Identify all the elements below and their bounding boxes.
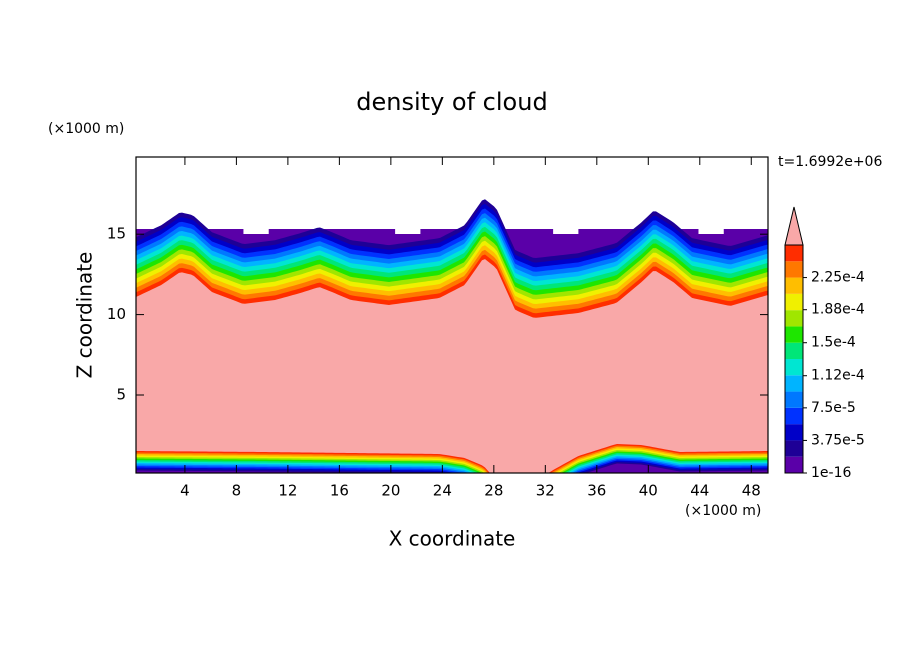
- y-tick-label: 15: [107, 225, 126, 243]
- chart-title: density of cloud: [356, 88, 547, 116]
- contour-gap: [243, 229, 269, 234]
- contour-gap: [553, 229, 579, 234]
- x-tick-label: 4: [180, 482, 190, 500]
- colorbar-tick-label: 1.5e-4: [811, 335, 856, 351]
- colorbar-tick-label: 1.12e-4: [811, 368, 865, 384]
- colorbar-frame: [784, 244, 804, 474]
- x-unit: (×1000 m): [685, 503, 761, 519]
- colorbar-box: [785, 440, 803, 457]
- contour-gap: [698, 229, 724, 234]
- contour-field: [136, 199, 768, 473]
- colorbar-box: [785, 310, 803, 327]
- y-axis-title: Z coordinate: [73, 252, 97, 379]
- x-tick-label: 44: [690, 482, 709, 500]
- y-unit: (×1000 m): [48, 121, 124, 137]
- x-tick-label: 24: [433, 482, 452, 500]
- contour-gap: [395, 229, 421, 234]
- colorbar-box: [785, 277, 803, 294]
- colorbar-over: [784, 206, 804, 246]
- colorbar-tick-label: 1e-16: [811, 465, 851, 481]
- colorbar-box: [785, 407, 803, 425]
- colorbar-tick-label: 7.5e-5: [811, 400, 856, 416]
- colorbar-box: [785, 326, 803, 343]
- x-tick-label: 16: [330, 482, 349, 500]
- colorbar-box: [785, 245, 803, 262]
- colorbar-tick-label: 3.75e-5: [811, 432, 865, 448]
- y-tick-label: 10: [107, 305, 126, 323]
- colorbar-tick-label: 1.88e-4: [811, 302, 865, 318]
- x-axis-title: X coordinate: [389, 527, 516, 551]
- x-tick-label: 36: [587, 482, 606, 500]
- colorbar-tick-label: 2.25e-4: [811, 270, 865, 286]
- x-tick-label: 28: [484, 482, 503, 500]
- colorbar-box: [785, 261, 803, 278]
- colorbar-box: [785, 375, 803, 392]
- x-tick-label: 48: [742, 482, 761, 500]
- colorbar-box: [785, 391, 803, 408]
- x-tick-label: 20: [381, 482, 400, 500]
- contour-band: [136, 259, 768, 473]
- x-tick-label: 12: [278, 482, 297, 500]
- colorbar: 1e-16 3.75e-5 7.5e-5 1.12e-4 1.5e-4 1.88e-4 2.…: [784, 206, 865, 481]
- colorbar-box: [785, 342, 803, 359]
- x-tick-label: 8: [232, 482, 242, 500]
- colorbar-box: [785, 293, 803, 311]
- colorbar-box: [785, 424, 803, 441]
- x-tick-label: 32: [536, 482, 555, 500]
- colorbar-box: [785, 456, 803, 473]
- y-tick-label: 5: [116, 386, 126, 404]
- colorbar-box: [785, 359, 803, 376]
- time-label: t=1.6992e+06: [778, 154, 882, 170]
- contour-band: [136, 463, 768, 473]
- x-tick-label: 40: [639, 482, 658, 500]
